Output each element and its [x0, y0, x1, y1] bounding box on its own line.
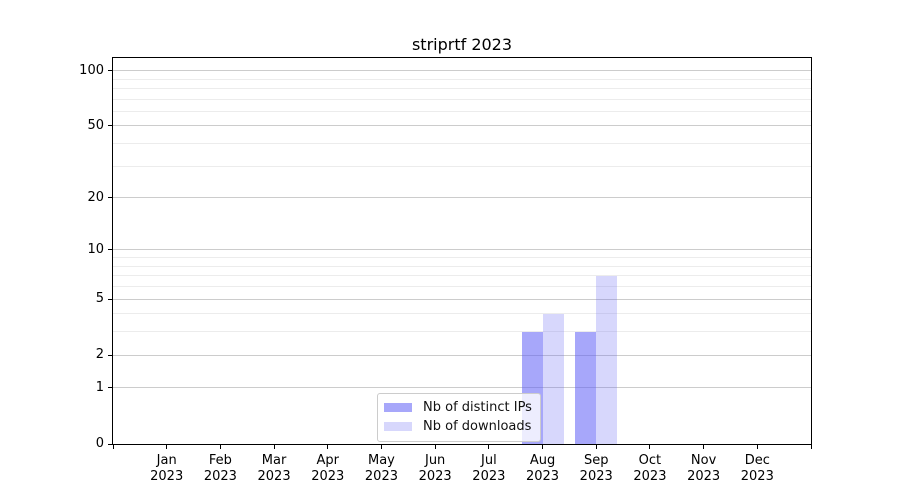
- y-tick-label: 0: [95, 436, 104, 451]
- x-tick-label: Mar 2023: [244, 453, 304, 485]
- gridline-major: [113, 387, 811, 389]
- x-tick-label: Sep 2023: [566, 453, 626, 485]
- x-tick-month: Feb: [208, 453, 232, 468]
- y-axis-tick: [108, 298, 112, 300]
- gridline-minor: [113, 165, 811, 167]
- plot-area: [112, 57, 812, 445]
- y-axis-tick: [108, 249, 112, 251]
- gridline-minor: [113, 98, 811, 100]
- x-tick-year: 2023: [472, 469, 506, 484]
- x-tick-month: Jan: [156, 453, 177, 468]
- x-tick-month: Dec: [744, 453, 770, 468]
- legend-label: Nb of distinct IPs: [423, 400, 532, 415]
- legend-row: Nb of downloads: [384, 417, 532, 436]
- x-axis-tick: [112, 445, 114, 449]
- x-axis-tick: [488, 445, 490, 449]
- gridline-minor: [113, 143, 811, 145]
- x-axis-tick: [166, 445, 168, 449]
- x-tick-month: Apr: [316, 453, 340, 468]
- y-axis-tick: [108, 125, 112, 127]
- x-tick-year: 2023: [633, 469, 667, 484]
- gridline-minor: [113, 110, 811, 112]
- x-tick-year: 2023: [364, 469, 398, 484]
- x-axis-tick: [649, 445, 651, 449]
- x-tick-label: Aug 2023: [513, 453, 573, 485]
- x-tick-year: 2023: [150, 469, 184, 484]
- y-tick-label: 100: [79, 62, 104, 78]
- x-tick-label: Oct 2023: [620, 453, 680, 485]
- x-axis-tick: [273, 445, 275, 449]
- gridline-major: [113, 354, 811, 356]
- legend-swatch-downloads: [384, 422, 412, 431]
- x-axis-tick: [703, 445, 705, 449]
- y-axis-tick: [108, 443, 112, 445]
- x-axis-tick: [219, 445, 221, 449]
- legend-row: Nb of distinct IPs: [384, 398, 532, 417]
- legend-label: Nb of downloads: [423, 419, 532, 434]
- x-axis-tick: [810, 445, 812, 449]
- x-tick-month: Jun: [424, 453, 446, 468]
- gridline-minor: [113, 286, 811, 288]
- x-tick-label: Jan 2023: [137, 453, 197, 485]
- bar-downloads: [596, 275, 618, 444]
- x-tick-label: Nov 2023: [674, 453, 734, 485]
- x-tick-year: 2023: [579, 469, 613, 484]
- x-tick-year: 2023: [203, 469, 237, 484]
- x-axis-tick: [595, 445, 597, 449]
- x-tick-year: 2023: [257, 469, 291, 484]
- gridline-minor: [113, 275, 811, 277]
- bar-downloads: [542, 313, 564, 444]
- gridline-minor: [113, 313, 811, 315]
- y-tick-label: 1: [95, 379, 104, 395]
- y-axis-tick: [108, 70, 112, 72]
- y-axis-tick: [108, 387, 112, 389]
- y-tick-label: 5: [95, 291, 104, 307]
- x-tick-month: May: [368, 453, 395, 468]
- x-tick-month: Nov: [690, 453, 717, 468]
- x-tick-month: Jul: [481, 453, 497, 468]
- gridline-minor: [113, 257, 811, 259]
- x-axis-tick: [434, 445, 436, 449]
- gridline-minor: [113, 87, 811, 89]
- gridline-major: [113, 70, 811, 72]
- x-tick-month: Aug: [529, 453, 556, 468]
- gridline-minor: [113, 265, 811, 267]
- chart-title: striprtf 2023: [411, 35, 513, 54]
- x-tick-month: Oct: [638, 453, 662, 468]
- gridline-major: [113, 197, 811, 199]
- x-tick-label: Jul 2023: [459, 453, 519, 485]
- x-tick-month: Mar: [261, 453, 287, 468]
- y-axis-tick: [108, 354, 112, 356]
- y-tick-label: 10: [87, 241, 104, 257]
- x-tick-label: Jun 2023: [405, 453, 465, 485]
- x-tick-month: Sep: [583, 453, 609, 468]
- gridline-major: [113, 298, 811, 300]
- legend-swatch-distinct-ips: [384, 403, 412, 412]
- x-tick-year: 2023: [687, 469, 721, 484]
- x-tick-label: Apr 2023: [298, 453, 358, 485]
- x-tick-year: 2023: [740, 469, 774, 484]
- x-tick-year: 2023: [525, 469, 560, 484]
- x-tick-year: 2023: [311, 469, 345, 484]
- bar-distinct-ips: [575, 331, 597, 444]
- y-tick-label: 20: [87, 189, 104, 205]
- gridline-minor: [113, 78, 811, 80]
- x-axis-tick: [542, 445, 544, 449]
- y-tick-label: 2: [95, 347, 104, 363]
- legend: Nb of distinct IPs Nb of downloads: [377, 393, 541, 442]
- gridline-minor: [113, 331, 811, 333]
- x-tick-label: May 2023: [351, 453, 411, 485]
- gridline-major: [113, 125, 811, 127]
- x-axis-tick: [380, 445, 382, 449]
- x-tick-label: Dec 2023: [727, 453, 787, 485]
- y-axis-tick: [108, 197, 112, 199]
- y-tick-label: 50: [87, 117, 104, 133]
- x-axis-tick: [327, 445, 329, 449]
- x-tick-label: Feb 2023: [190, 453, 250, 485]
- x-axis-tick: [756, 445, 758, 449]
- x-tick-year: 2023: [418, 469, 452, 484]
- gridline-major: [113, 249, 811, 251]
